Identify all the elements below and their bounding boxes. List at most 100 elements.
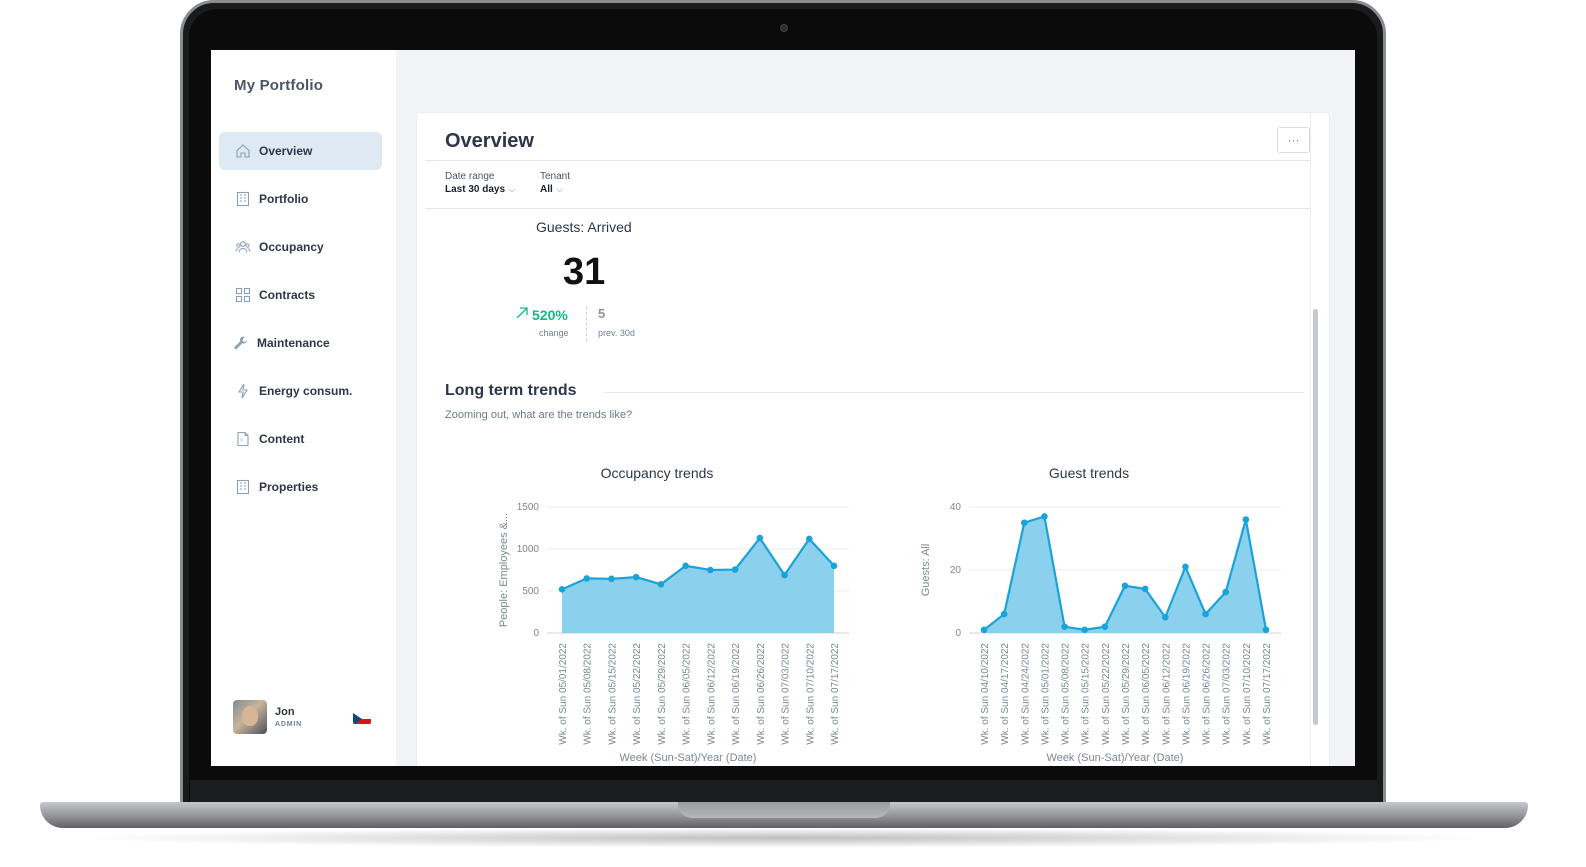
- x-tick-label: Wk. of Sun 04/24/2022: [1020, 643, 1031, 745]
- sidebar-item-content[interactable]: Content: [219, 420, 382, 458]
- data-point[interactable]: [608, 575, 615, 583]
- data-point[interactable]: [1262, 626, 1270, 634]
- x-tick-label: Wk. of Sun 06/19/2022: [731, 643, 742, 745]
- series-line: [561, 536, 835, 591]
- data-point[interactable]: [1141, 585, 1149, 593]
- area-fill: [562, 538, 834, 633]
- y-tick-label: 500: [522, 586, 539, 597]
- x-tick-label: Wk. of Sun 06/12/2022: [1161, 643, 1172, 745]
- x-tick-label: Wk. of Sun 05/22/2022: [632, 643, 643, 745]
- x-tick-label: Wk. of Sun 05/15/2022: [607, 643, 618, 745]
- data-point[interactable]: [1020, 519, 1028, 527]
- kpi-title: Guests: Arrived: [536, 219, 632, 235]
- data-point[interactable]: [707, 566, 714, 574]
- czech-flag-icon[interactable]: [353, 712, 371, 724]
- tenant-dropdown[interactable]: All ⌵: [540, 184, 570, 195]
- people-icon: [235, 239, 251, 255]
- brand-title[interactable]: My Portfolio: [234, 77, 324, 94]
- data-point[interactable]: [682, 562, 689, 570]
- date-range-dropdown[interactable]: Last 30 days ⌵: [445, 184, 515, 195]
- data-point[interactable]: [1222, 588, 1230, 596]
- home-icon: [235, 143, 251, 159]
- data-point[interactable]: [1202, 610, 1209, 618]
- chevron-down-icon: ⌵: [556, 185, 563, 194]
- data-point[interactable]: [731, 566, 739, 573]
- sidebar-item-maintenance[interactable]: Maintenance: [219, 324, 382, 362]
- data-point[interactable]: [830, 562, 838, 570]
- x-tick-label: Wk. of Sun 07/17/2022: [1262, 643, 1273, 745]
- data-point[interactable]: [805, 535, 813, 543]
- y-tick-label: 40: [950, 502, 962, 513]
- scrollbar[interactable]: [1313, 309, 1318, 725]
- data-point[interactable]: [583, 575, 591, 582]
- data-point[interactable]: [756, 534, 764, 542]
- x-tick-label: Wk. of Sun 05/15/2022: [1081, 643, 1092, 745]
- x-tick-label: Wk. of Sun 07/10/2022: [1242, 643, 1253, 745]
- kpi-change-label: change: [539, 328, 569, 338]
- document-icon: [235, 431, 251, 447]
- laptop-notch: [678, 802, 890, 818]
- laptop-shadow: [70, 828, 1498, 848]
- data-point[interactable]: [1000, 610, 1008, 618]
- tenant-filter[interactable]: Tenant All ⌵: [540, 171, 570, 195]
- divider: [604, 392, 1304, 393]
- divider: [425, 208, 1311, 209]
- x-tick-label: Wk. of Sun 07/17/2022: [830, 643, 841, 745]
- sidebar-item-occupancy[interactable]: Occupancy: [219, 228, 382, 266]
- camera-icon: [780, 24, 788, 32]
- lightning-icon: [235, 383, 251, 399]
- x-tick-label: Wk. of Sun 06/05/2022: [1141, 643, 1152, 745]
- date-range-filter[interactable]: Date range Last 30 days ⌵: [445, 171, 515, 195]
- chart-title: Guest trends: [1049, 465, 1129, 481]
- app-screen: My Portfolio Overview Portfolio Occupanc…: [211, 50, 1355, 766]
- x-tick-label: Wk. of Sun 06/12/2022: [706, 643, 717, 745]
- sidebar: My Portfolio Overview Portfolio Occupanc…: [211, 50, 396, 766]
- user-profile[interactable]: Jon ADMIN: [233, 700, 381, 734]
- sidebar-item-label: Portfolio: [259, 192, 309, 206]
- sidebar-item-label: Content: [259, 432, 305, 446]
- data-point[interactable]: [1101, 623, 1109, 630]
- data-point[interactable]: [1121, 582, 1129, 590]
- data-point[interactable]: [1081, 626, 1089, 634]
- kpi-prev-value: 5: [598, 306, 606, 321]
- sidebar-item-properties[interactable]: Properties: [219, 468, 382, 506]
- sidebar-item-contracts[interactable]: Contracts: [219, 276, 382, 314]
- x-tick-label: Wk. of Sun 07/03/2022: [781, 643, 792, 745]
- chevron-down-icon: ⌵: [509, 185, 516, 194]
- x-tick-label: Wk. of Sun 05/08/2022: [583, 643, 594, 745]
- x-axis-label: Week (Sun-Sat)/Year (Date): [620, 752, 757, 764]
- sidebar-item-energy[interactable]: Energy consum.: [219, 372, 382, 410]
- more-options-button[interactable]: ···: [1277, 127, 1310, 153]
- sidebar-item-label: Maintenance: [257, 336, 330, 350]
- x-tick-label: Wk. of Sun 06/05/2022: [682, 643, 693, 745]
- guest-trends-chart: Guest trends 0 20 40 Guests: All Wk. of Sun 0…: [920, 465, 1281, 764]
- data-point[interactable]: [1041, 513, 1048, 520]
- x-tick-label: Wk. of Sun 07/03/2022: [1222, 643, 1233, 745]
- building-icon: [235, 191, 251, 207]
- data-point[interactable]: [781, 571, 788, 579]
- x-axis-label: Week (Sun-Sat)/Year (Date): [1047, 752, 1184, 764]
- data-point[interactable]: [657, 580, 665, 588]
- data-point[interactable]: [558, 586, 566, 593]
- avatar[interactable]: [233, 700, 267, 734]
- kpi-change-value: 520%: [532, 306, 568, 323]
- area-fill: [984, 516, 1266, 633]
- data-point[interactable]: [1161, 613, 1169, 621]
- trend-up-icon: [515, 306, 529, 323]
- wrench-icon: [233, 335, 249, 351]
- user-role: ADMIN: [275, 721, 302, 728]
- user-name: Jon: [275, 706, 295, 718]
- section-title: Long term trends: [445, 382, 577, 399]
- data-point[interactable]: [1182, 563, 1189, 571]
- x-tick-label: Wk. of Sun 05/22/2022: [1101, 643, 1112, 745]
- data-point[interactable]: [1061, 623, 1068, 630]
- data-point[interactable]: [1242, 516, 1250, 523]
- sidebar-item-overview[interactable]: Overview: [219, 132, 382, 170]
- x-tick-label: Wk. of Sun 05/08/2022: [1061, 643, 1072, 745]
- sidebar-item-portfolio[interactable]: Portfolio: [219, 180, 382, 218]
- data-point[interactable]: [632, 573, 640, 581]
- data-point[interactable]: [980, 626, 988, 634]
- kpi-separator: [586, 307, 587, 341]
- y-tick-label: 0: [533, 628, 539, 639]
- divider: [425, 160, 1311, 161]
